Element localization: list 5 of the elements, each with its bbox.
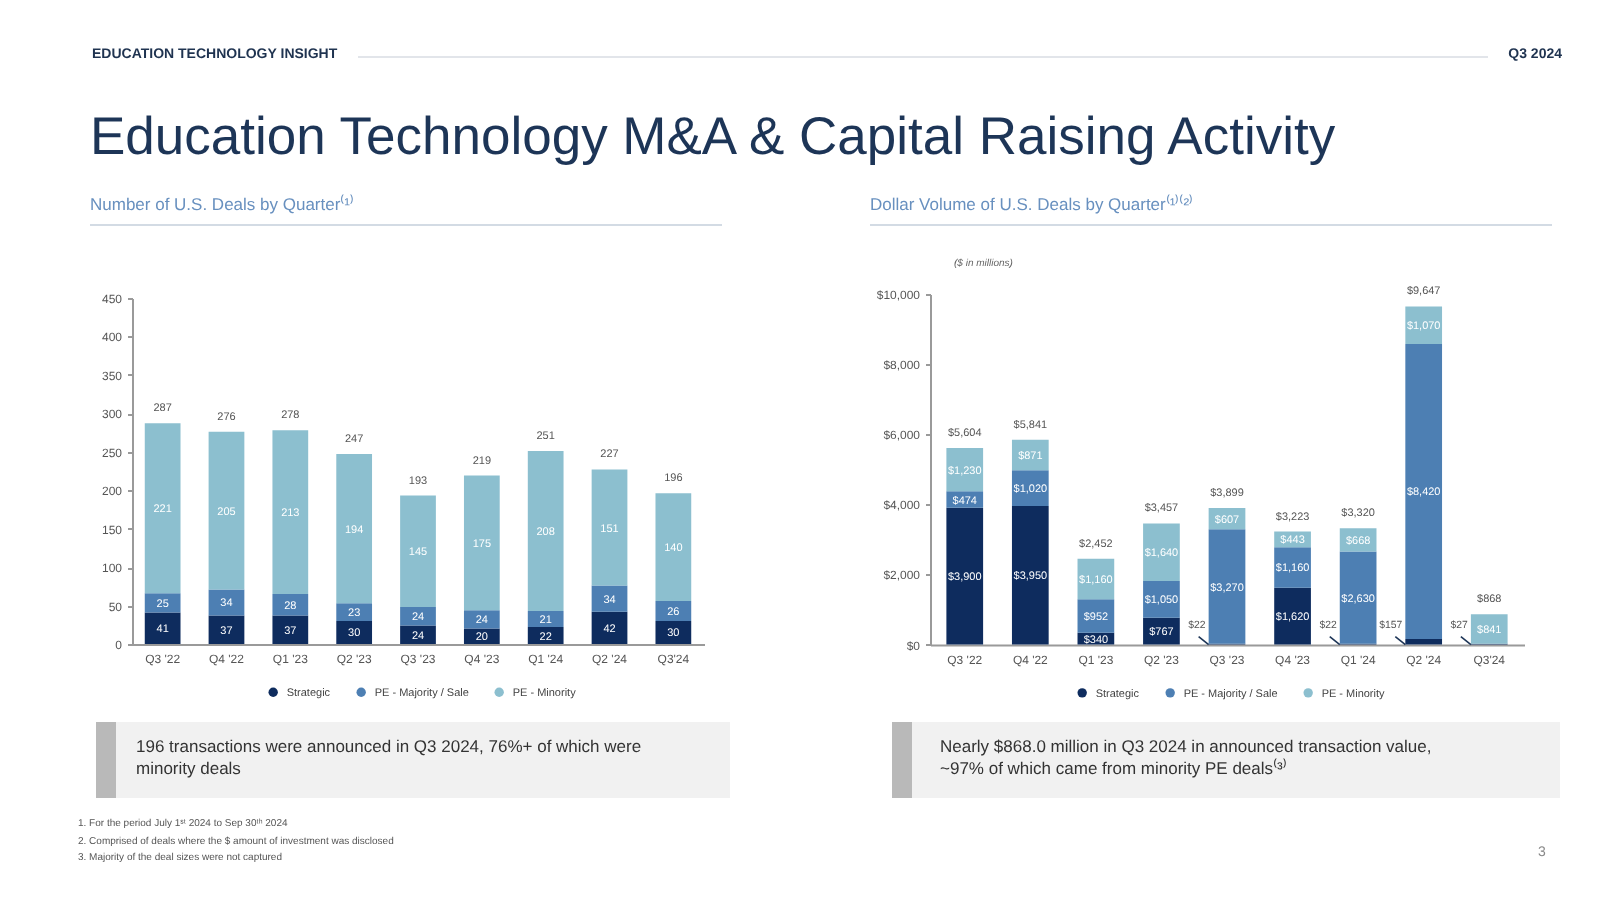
text: 196 transactions were announced in Q3 2024, 76%+ of which were minority deals xyxy=(136,736,644,780)
text: Education Technology M&A & Capital Raising Activity xyxy=(90,106,1336,167)
chart-title: Dollar Volume of U.S. Deals by Quarter⁽¹⁾⁽²⁾ xyxy=(870,194,1552,226)
chart-title: Number of U.S. Deals by Quarter⁽¹⁾ xyxy=(90,194,722,226)
text: Nearly $868.0 million in Q3 2024 in announced transaction value, ~97% of which came from minority PE deals⁽³⁾ xyxy=(940,736,1434,780)
